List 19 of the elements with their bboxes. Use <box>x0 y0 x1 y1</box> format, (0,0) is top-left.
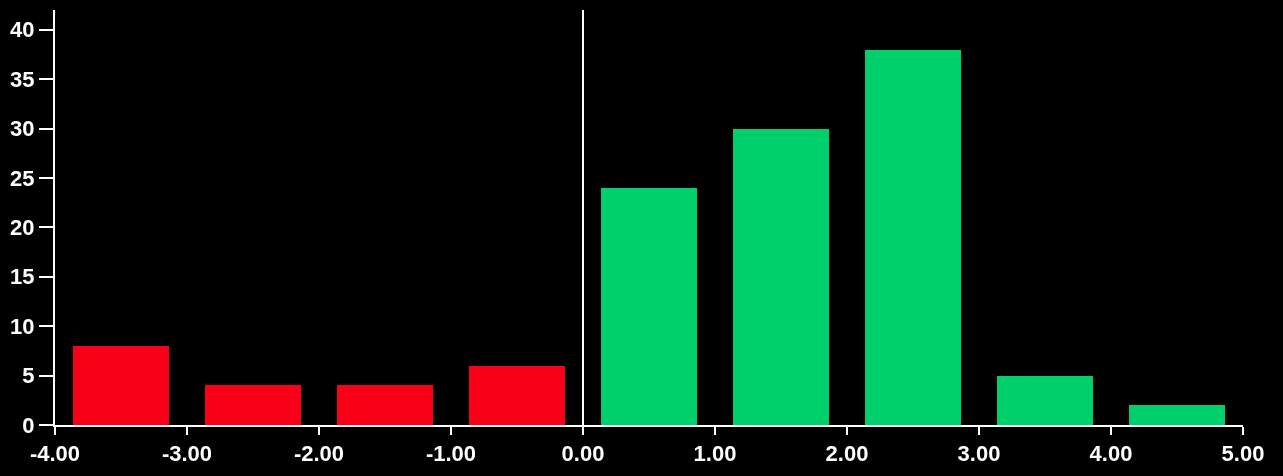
y-tick-label: 20 <box>10 215 35 241</box>
y-tick-label: 0 <box>22 412 35 438</box>
x-tick-label: 2.00 <box>825 441 869 467</box>
x-tick-label: 5.00 <box>1221 441 1265 467</box>
x-tick-label: 0.00 <box>561 441 605 467</box>
x-tick-label: -3.00 <box>161 441 213 467</box>
y-tick-label: 30 <box>10 116 35 142</box>
x-tick-label: -2.00 <box>293 441 345 467</box>
x-tick-label: -1.00 <box>425 441 477 467</box>
x-tick-label: -4.00 <box>29 441 81 467</box>
y-tick-label: 35 <box>10 66 35 92</box>
y-tick-label: 40 <box>10 17 35 43</box>
y-tick-label: 25 <box>10 165 35 191</box>
y-tick-label: 5 <box>22 363 35 389</box>
x-tick-label: 3.00 <box>957 441 1001 467</box>
x-tick-label: 4.00 <box>1089 441 1133 467</box>
y-tick-label: 10 <box>10 313 35 339</box>
y-tick-label: 15 <box>10 264 35 290</box>
x-tick-label: 1.00 <box>693 441 737 467</box>
